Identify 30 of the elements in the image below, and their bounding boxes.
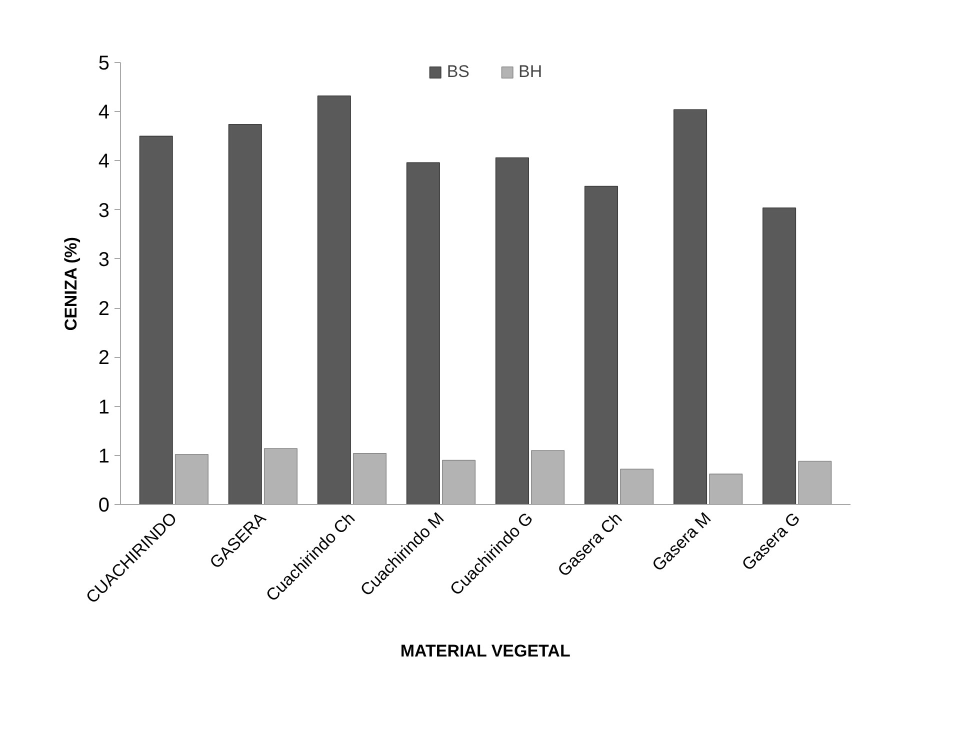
bar — [139, 136, 173, 504]
y-axis-title: CENIZA (%) — [61, 236, 80, 331]
legend-label: BH — [518, 62, 542, 82]
y-tick-label: 2 — [98, 298, 110, 320]
bar — [762, 207, 796, 504]
bar — [531, 450, 565, 504]
bar — [620, 468, 654, 504]
bar — [495, 157, 529, 504]
y-tick-label: 2 — [98, 347, 110, 370]
bar — [352, 453, 387, 504]
legend-label: BS — [446, 62, 470, 82]
y-tick-label: 4 — [98, 150, 110, 173]
y-tick-label: 0 — [98, 494, 110, 516]
y-tick-label: 4 — [98, 102, 110, 124]
bar — [406, 162, 440, 504]
bar — [798, 460, 832, 504]
y-tick-label: 1 — [98, 396, 110, 418]
bar — [709, 474, 743, 504]
bar — [442, 460, 476, 504]
bar — [317, 95, 351, 504]
bar — [264, 448, 298, 504]
y-tick-label: 5 — [98, 52, 110, 74]
bar — [584, 186, 618, 504]
bar — [228, 124, 262, 504]
x-axis-title: MATERIAL VEGETAL — [400, 642, 570, 661]
bar — [174, 454, 208, 504]
y-tick-label: 1 — [98, 445, 110, 468]
y-tick-label: 3 — [98, 200, 110, 222]
y-tick-label: 3 — [98, 248, 110, 271]
bar — [673, 109, 708, 504]
